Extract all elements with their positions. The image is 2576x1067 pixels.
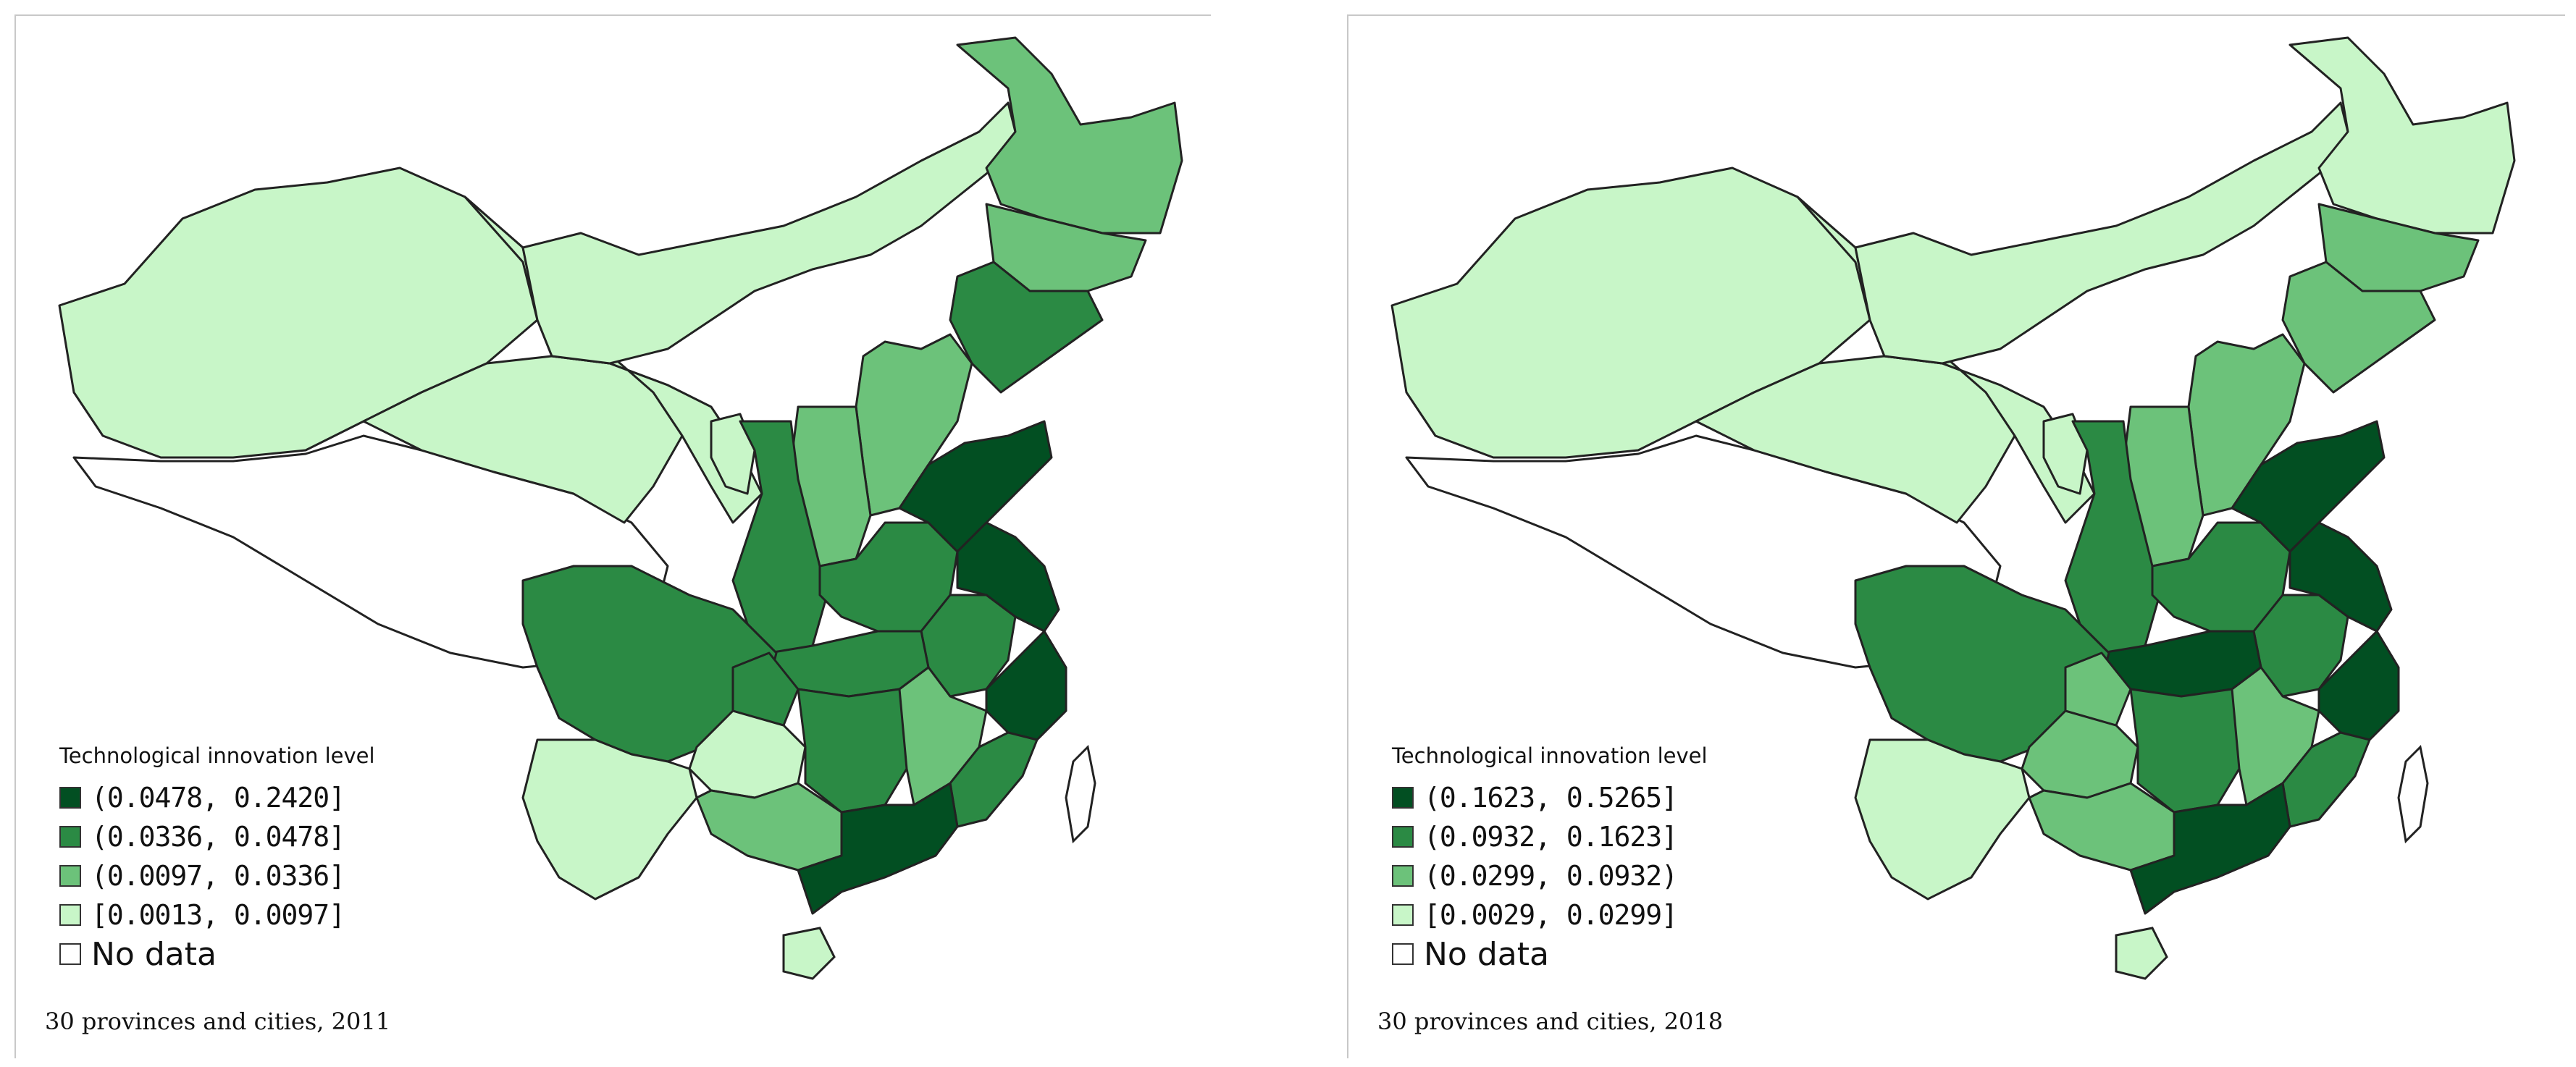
province-taiwan [1065,744,1096,844]
legend-swatch-class-4 [1392,904,1414,926]
province-zhejiang [2317,630,2400,741]
legend-item-class-1: (0.1623, 0.5265] [1392,778,1708,817]
legend-swatch-class-2 [1392,826,1414,848]
province-xinjiang [58,166,539,459]
legend-title: Technological innovation level [1392,743,1708,768]
legend-swatch-class-1 [59,787,81,809]
legend-label-no-data: No data [91,935,217,973]
legend-swatch-no-data [59,943,81,965]
legend-label-class-4: [0.0013, 0.0097] [91,899,345,931]
legend-label-class-1: (0.0478, 0.2420] [91,782,345,814]
province-guangdong [797,782,959,915]
province-shandong [898,420,1053,553]
province-heilongjiang [2288,36,2516,235]
legend-swatch-class-2 [59,826,81,848]
legend-2018: Technological innovation level (0.1623, … [1392,743,1708,974]
province-inner-mongolia [521,101,1017,365]
province-hunan [797,688,915,814]
province-liaoning [949,261,1104,394]
province-shandong [2231,420,2386,553]
legend-swatch-class-4 [59,904,81,926]
map-caption: 30 provinces and cities, 2011 [45,1008,391,1035]
map-caption: 30 provinces and cities, 2018 [1377,1008,1724,1035]
province-yunnan [1854,738,2031,901]
legend-item-class-4: [0.0013, 0.0097] [59,895,375,935]
province-liaoning [2281,261,2436,394]
province-jiangsu [2288,521,2393,633]
legend-label-no-data: No data [1424,935,1549,973]
legend-label-class-1: (0.1623, 0.5265] [1424,782,1678,814]
legend-label-class-3: (0.0299, 0.0932) [1424,860,1678,892]
province-inner-mongolia [1854,101,2349,365]
legend-item-no-data: No data [1392,935,1708,974]
legend-item-class-3: (0.0299, 0.0932) [1392,856,1708,895]
province-guangxi [695,782,843,872]
province-hunan [2129,688,2248,814]
legend-title: Technological innovation level [59,743,375,768]
province-guangdong [2129,782,2291,915]
province-taiwan [2397,744,2429,844]
legend-item-no-data: No data [59,935,375,974]
province-xinjiang [1390,166,1871,459]
legend-swatch-no-data [1392,943,1414,965]
china-map-2018 [1390,36,2516,980]
province-heilongjiang [956,36,1183,235]
legend-label-class-3: (0.0097, 0.0336] [91,860,345,892]
map-panel-2011: Technological innovation level (0.0478, … [14,14,1211,1058]
legend-label-class-2: (0.0336, 0.0478] [91,821,345,853]
province-ningxia [710,413,756,495]
map-panel-2018: Technological innovation level (0.1623, … [1347,14,2565,1058]
legend-item-class-2: (0.0336, 0.0478] [59,817,375,856]
legend-swatch-class-3 [1392,865,1414,887]
province-jiangsu [956,521,1060,633]
province-guangxi [2028,782,2176,872]
legend-label-class-2: (0.0932, 0.1623] [1424,821,1678,853]
legend-swatch-class-3 [59,865,81,887]
province-yunnan [521,738,698,901]
province-fujian [2281,731,2371,828]
province-hainan [782,927,836,980]
province-zhejiang [985,630,1067,741]
province-hainan [2115,927,2168,980]
province-fujian [949,731,1039,828]
legend-item-class-3: (0.0097, 0.0336] [59,856,375,895]
legend-item-class-2: (0.0932, 0.1623] [1392,817,1708,856]
province-ningxia [2042,413,2089,495]
china-map-2011 [58,36,1183,980]
legend-2011: Technological innovation level (0.0478, … [59,743,375,974]
legend-item-class-4: [0.0029, 0.0299] [1392,895,1708,935]
legend-swatch-class-1 [1392,787,1414,809]
legend-label-class-4: [0.0029, 0.0299] [1424,899,1678,931]
legend-item-class-1: (0.0478, 0.2420] [59,778,375,817]
